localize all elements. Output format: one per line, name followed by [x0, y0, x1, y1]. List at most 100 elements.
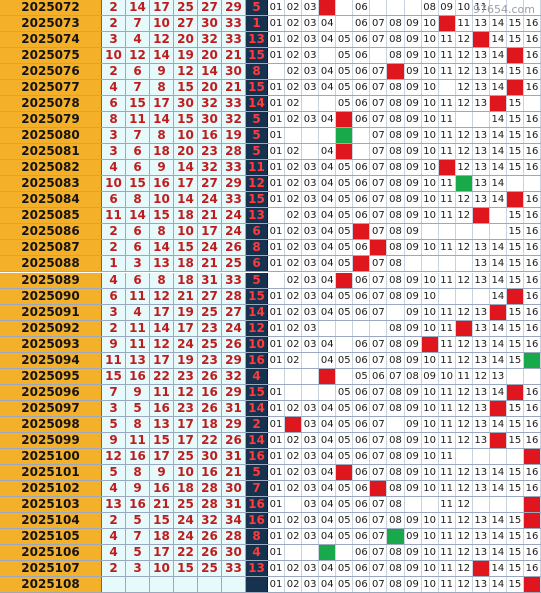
red-ball-number: 18 [174, 208, 198, 224]
trend-number [353, 144, 371, 160]
red-ball-number: 24 [174, 336, 198, 352]
trend-number: 05 [336, 496, 354, 512]
trend-number: 11 [438, 545, 456, 561]
trend-number: 03 [302, 16, 320, 32]
red-ball-number: 19 [174, 48, 198, 64]
blue-hit-marker [506, 48, 524, 64]
issue-number: 2025075 [0, 48, 102, 64]
trend-number: 13 [472, 80, 490, 96]
red-ball-number: 2 [102, 16, 126, 32]
trend-number [506, 368, 524, 384]
red-ball-number: 8 [150, 224, 174, 240]
red-ball-number: 31 [198, 272, 222, 288]
trend-number: 15 [506, 208, 524, 224]
trend-number: 04 [319, 32, 337, 48]
blue-ball-number: 13 [246, 32, 268, 48]
trend-number [302, 352, 320, 368]
trend-number: 07 [370, 464, 388, 480]
trend-number: 02 [285, 400, 303, 416]
red-ball-number: 4 [102, 80, 126, 96]
draw-row: 2025106 4 5 17 22 26 30 4 01 06 07 08 09 10 11 12 13 14 15… [0, 545, 541, 562]
red-ball-number: 30 [222, 64, 246, 80]
trend-number: 02 [285, 112, 303, 128]
trend-number: 13 [472, 320, 490, 336]
trend-number: 06 [353, 240, 371, 256]
issue-number: 2025077 [0, 80, 102, 96]
trend-number: 05 [336, 288, 354, 304]
issue-number: 2025088 [0, 256, 102, 272]
trend-number: 02 [285, 144, 303, 160]
trend-number: 14 [489, 176, 507, 192]
issue-number: 2025093 [0, 336, 102, 352]
trend-number: 02 [285, 561, 303, 577]
trend-number: 03 [302, 272, 320, 288]
issue-number: 2025084 [0, 192, 102, 208]
trend-number: 03 [302, 112, 320, 128]
trend-number: 10 [421, 80, 439, 96]
trend-number: 15 [506, 352, 524, 368]
issue-number: 2025087 [0, 240, 102, 256]
red-ball-number: 7 [102, 384, 126, 400]
trend-number: 04 [319, 577, 337, 593]
trend-number: 15 [506, 561, 524, 577]
trend-number: 14 [489, 288, 507, 304]
red-ball-number: 16 [150, 176, 174, 192]
trend-number: 12 [455, 577, 473, 593]
trend-number: 07 [370, 192, 388, 208]
trend-number: 12 [455, 160, 473, 176]
issue-number: 2025099 [0, 432, 102, 448]
red-ball-number: 19 [174, 352, 198, 368]
trend-number: 16 [523, 480, 541, 496]
trend-number [506, 0, 524, 16]
trend-number: 09 [404, 240, 422, 256]
draw-row: 2025075 10 12 14 19 20 21 15 01 02 03 05 06 08 09 10 11 1… [0, 48, 541, 65]
red-ball-number: 2 [102, 224, 126, 240]
red-ball-number: 24 [222, 208, 246, 224]
trend-number: 01 [268, 240, 286, 256]
trend-number: 12 [455, 384, 473, 400]
trend-number: 15 [506, 240, 524, 256]
draw-row: 2025080 3 7 8 10 16 19 5 01 07 08 09 10 11 12 13 14 15 16 [0, 128, 541, 145]
trend-number: 03 [302, 288, 320, 304]
trend-number: 09 [404, 432, 422, 448]
trend-number: 11 [438, 304, 456, 320]
blue-ball-number: 4 [246, 368, 268, 384]
trend-number [489, 448, 507, 464]
trend-number: 13 [472, 48, 490, 64]
trend-number: 15 [506, 528, 524, 544]
trend-number: 07 [370, 545, 388, 561]
trend-number: 06 [370, 368, 388, 384]
red-ball-number: 23 [198, 144, 222, 160]
trend-number: 11 [438, 208, 456, 224]
trend-number: 11 [455, 368, 473, 384]
trend-number: 16 [523, 112, 541, 128]
trend-number: 10 [421, 144, 439, 160]
draw-row: 2025088 1 3 13 18 21 25 6 01 02 03 04 05 07 08 13 14 15 16 [0, 256, 541, 273]
trend-number: 04 [319, 432, 337, 448]
blue-hit-marker [336, 272, 354, 288]
trend-number [404, 496, 422, 512]
trend-number: 07 [370, 144, 388, 160]
trend-number: 10 [421, 160, 439, 176]
trend-number [438, 80, 456, 96]
red-ball-number: 6 [126, 160, 150, 176]
red-ball-number: 21 [198, 256, 222, 272]
issue-number: 2025100 [0, 448, 102, 464]
trend-number: 08 [387, 192, 405, 208]
red-ball-number: 19 [174, 304, 198, 320]
red-ball-number: 17 [174, 432, 198, 448]
blue-hit-marker [438, 160, 456, 176]
trend-number: 14 [489, 416, 507, 432]
trend-number: 06 [353, 64, 371, 80]
red-ball-number: 14 [126, 208, 150, 224]
trend-number: 16 [523, 208, 541, 224]
trend-number: 09 [404, 208, 422, 224]
red-ball-number: 33 [222, 32, 246, 48]
trend-number: 14 [489, 240, 507, 256]
trend-number: 16 [523, 64, 541, 80]
red-ball-number: 12 [174, 64, 198, 80]
trend-number: 02 [285, 48, 303, 64]
trend-number: 10 [421, 320, 439, 336]
trend-number: 10 [421, 512, 439, 528]
